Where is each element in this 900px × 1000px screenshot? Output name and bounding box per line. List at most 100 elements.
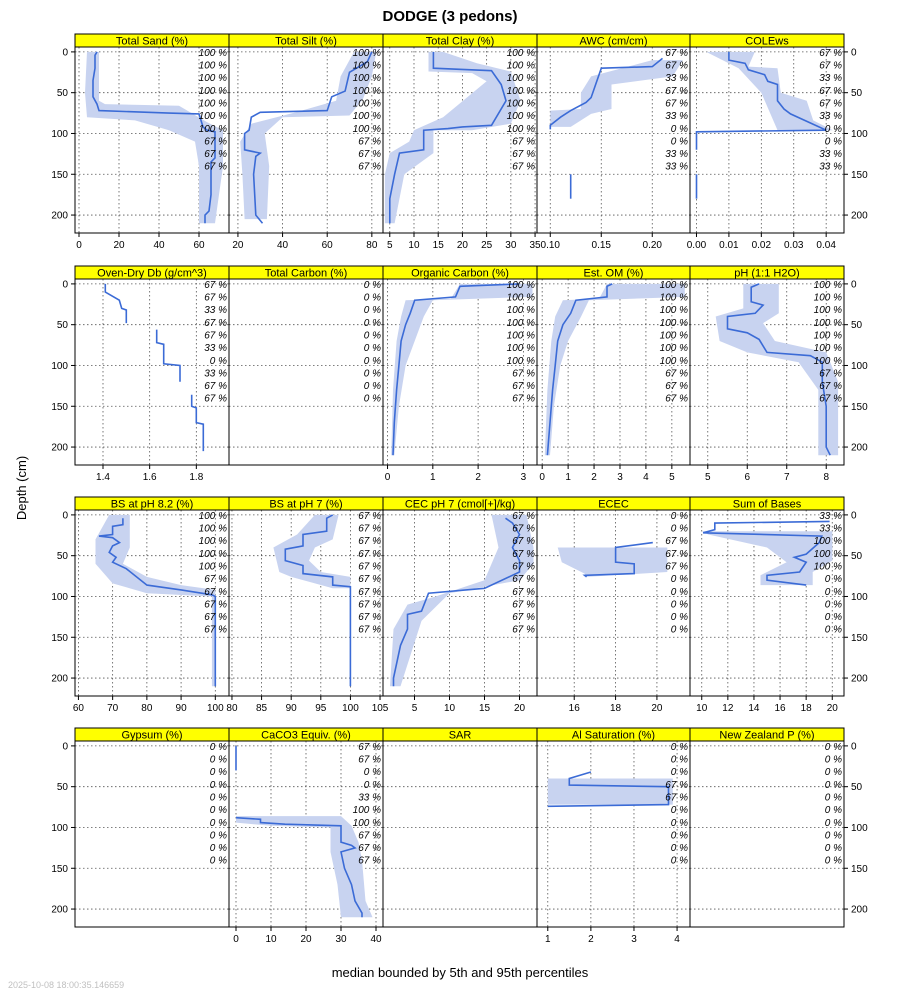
- x-tick-label: 4: [674, 934, 680, 945]
- panel-total-carbon: Total Carbon (%)0 %0 %0 %0 %0 %0 %0 %0 %…: [228, 265, 384, 466]
- y-tick-label: 200: [51, 211, 68, 222]
- panel-strip-label: BS at pH 8.2 (%): [111, 499, 194, 511]
- x-tick-label: 30: [335, 934, 347, 945]
- percent-label: 100 %: [507, 124, 535, 135]
- x-tick-label: 100: [207, 703, 224, 714]
- percent-label: 67 %: [204, 330, 227, 341]
- y-tick-label: 50: [851, 782, 863, 793]
- percent-label: 67 %: [665, 86, 688, 97]
- y-tick-label: 100: [51, 592, 68, 603]
- percent-label: 33 %: [665, 73, 688, 84]
- percent-label: 33 %: [204, 305, 227, 316]
- percent-label: 100 %: [814, 280, 842, 291]
- y-tick-label: 200: [51, 443, 68, 454]
- x-tick-label: 80: [226, 703, 238, 714]
- percent-label: 100 %: [353, 61, 381, 72]
- x-tick-label: 8: [823, 472, 829, 483]
- percent-label: 0 %: [364, 780, 381, 791]
- median-line: [726, 283, 831, 456]
- percent-label: 67 %: [512, 136, 535, 147]
- percent-label: 67 %: [512, 381, 535, 392]
- x-tick-label: 7: [784, 472, 790, 483]
- x-tick-label: 1.4: [96, 472, 110, 483]
- percent-label: 0 %: [825, 755, 842, 766]
- percentile-band: [273, 514, 351, 589]
- x-tick-label: 95: [315, 703, 327, 714]
- x-tick-label: 2: [475, 472, 481, 483]
- percent-label: 0 %: [671, 524, 688, 535]
- x-tick-label: 20: [651, 703, 663, 714]
- panel-frame: [689, 46, 845, 234]
- percent-label: 33 %: [204, 343, 227, 354]
- percent-label: 100 %: [353, 124, 381, 135]
- panel-strip-label: SAR: [449, 730, 472, 742]
- percent-label: 67 %: [358, 561, 381, 572]
- percent-label: 67 %: [358, 574, 381, 585]
- percent-label: 0 %: [364, 305, 381, 316]
- figure-title: DODGE (3 pedons): [382, 8, 517, 25]
- median-line: [190, 394, 205, 452]
- percent-label: 100 %: [353, 48, 381, 59]
- x-tick-label: 10: [408, 240, 420, 251]
- panel-grid: Total Sand (%)100 %100 %100 %100 %100 %1…: [51, 33, 868, 945]
- x-tick-label: 15: [479, 703, 491, 714]
- x-tick-label: 60: [73, 703, 85, 714]
- percent-label: 0 %: [671, 124, 688, 135]
- percent-label: 0 %: [671, 843, 688, 854]
- panel-plot-area: 100 %100 %100 %100 %100 %100 %100 %67 %6…: [75, 47, 229, 233]
- panel-plot-area: 33 %33 %100 %100 %100 %0 %0 %0 %0 %0 %: [690, 510, 844, 696]
- percent-label: 67 %: [512, 561, 535, 572]
- percent-label: 100 %: [353, 73, 381, 84]
- percent-label: 67 %: [358, 599, 381, 610]
- x-tick-label: 0.20: [643, 240, 663, 251]
- percent-label: 0 %: [825, 830, 842, 841]
- percent-label: 67 %: [204, 381, 227, 392]
- panel-plot-area: 67 %67 %67 %67 %67 %67 %67 %67 %67 %67 %: [229, 510, 383, 696]
- panel-al-saturation: Al Saturation (%)0 %0 %0 %67 %67 %0 %0 %…: [536, 727, 691, 945]
- x-tick-label: 16: [774, 703, 786, 714]
- percent-label: 67 %: [512, 162, 535, 173]
- percent-label: 100 %: [353, 86, 381, 97]
- percent-label: 0 %: [825, 136, 842, 147]
- percent-label: 67 %: [204, 625, 227, 636]
- x-tick-label: 10: [696, 703, 708, 714]
- percent-label: 67 %: [665, 394, 688, 405]
- percent-label: 0 %: [671, 742, 688, 753]
- percent-label: 67 %: [358, 843, 381, 854]
- percent-label: 100 %: [814, 305, 842, 316]
- percent-label: 67 %: [512, 524, 535, 535]
- x-tick-label: 0.04: [816, 240, 836, 251]
- panel-caco3-equiv: CaCO3 Equiv. (%)67 %67 %0 %0 %33 %100 %1…: [228, 727, 384, 945]
- percent-label: 100 %: [353, 111, 381, 122]
- median-line: [92, 51, 216, 224]
- y-tick-label: 0: [62, 741, 68, 752]
- y-tick-label: 0: [851, 279, 857, 290]
- percent-label: 67 %: [204, 293, 227, 304]
- panel-strip-label: ECEC: [598, 499, 629, 511]
- x-tick-label: 0.00: [687, 240, 707, 251]
- panel-strip-label: New Zealand P (%): [719, 730, 814, 742]
- percent-label: 0 %: [671, 830, 688, 841]
- percent-label: 67 %: [512, 574, 535, 585]
- percent-label: 67 %: [512, 549, 535, 560]
- y-axis-label: Depth (cm): [14, 456, 29, 520]
- x-tick-label: 18: [801, 703, 813, 714]
- panel-frame: [382, 740, 538, 928]
- percent-label: 100 %: [507, 280, 535, 291]
- y-tick-label: 150: [51, 633, 68, 644]
- x-tick-label: 0.10: [541, 240, 561, 251]
- x-tick-label: 5: [387, 240, 393, 251]
- percent-label: 0 %: [210, 818, 227, 829]
- percent-label: 0 %: [210, 792, 227, 803]
- percent-label: 0 %: [671, 587, 688, 598]
- panel-plot-area: 67 %67 %33 %67 %67 %33 %0 %0 %33 %33 %: [690, 47, 844, 233]
- x-tick-label: 20: [232, 240, 244, 251]
- percent-label: 0 %: [364, 280, 381, 291]
- panel-strip-label: CEC pH 7 (cmol[+]/kg): [405, 499, 515, 511]
- panel-awc-cm-cm: AWC (cm/cm)67 %67 %33 %67 %67 %33 %0 %0 …: [536, 33, 691, 251]
- percent-label: 67 %: [512, 511, 535, 522]
- x-tick-label: 6: [744, 472, 750, 483]
- y-tick-label: 50: [851, 551, 863, 562]
- percent-label: 67 %: [819, 86, 842, 97]
